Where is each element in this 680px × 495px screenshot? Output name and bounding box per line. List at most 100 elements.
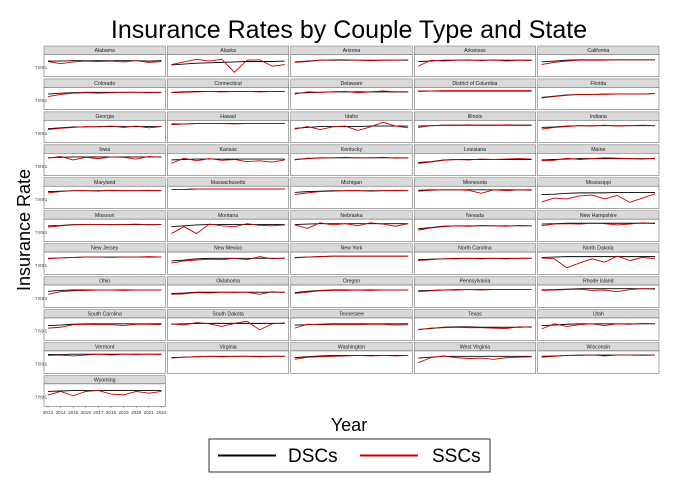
y-tick-label: 1 [45, 362, 48, 367]
strip-label-alabama: Alabama [94, 48, 115, 54]
panel-pennsylvania: Pennsylvania [413, 276, 536, 308]
panel-west-virginia: West Virginia [413, 342, 536, 374]
y-tick-label: 7 [35, 164, 38, 169]
panel-maine: Maine [537, 144, 660, 176]
x-axis-title: Year [331, 415, 367, 435]
panel-frame [413, 120, 536, 143]
series-line-sscs-nevada [418, 224, 532, 231]
series-line-sscs-rhode-island [541, 288, 656, 293]
strip-label-georgia: Georgia [95, 114, 114, 120]
panel-frame [290, 185, 413, 209]
y-tick-label: 8 [38, 362, 41, 367]
panel-idaho: Idaho [290, 111, 413, 143]
strip-label-north-carolina: North Carolina [458, 246, 492, 252]
strip-label-connecticut: Connecticut [214, 81, 242, 87]
panel-oklahoma: Oklahoma [167, 276, 290, 308]
panel-arizona: Arizona [290, 45, 413, 78]
panel-new-york: New York [290, 243, 413, 275]
y-tick-label: 8 [38, 164, 41, 169]
strip-label-massachusetts: Massachusetts [211, 180, 246, 186]
strip-label-florida: Florida [590, 81, 606, 87]
panel-nevada: Nevada [413, 210, 536, 242]
strip-label-washington: Washington [338, 345, 365, 351]
y-tick-label: 9 [41, 395, 44, 400]
series-line-dscs-north-dakota [541, 256, 655, 258]
panel-frame [413, 54, 536, 78]
y-axis-title: Insurance Rate [14, 169, 34, 291]
panel-virginia: Virginia [167, 342, 290, 374]
series-line-sscs-delaware [294, 90, 409, 95]
strip-label-hawaii: Hawaii [220, 114, 236, 120]
panel-michigan: Michigan [290, 177, 413, 209]
panel-south-carolina: South Carolina 7 8 9 1 [35, 309, 166, 341]
panel-massachusetts: Massachusetts [167, 177, 290, 209]
series-line-sscs-louisiana [418, 158, 532, 164]
series-line-sscs-georgia [47, 125, 162, 131]
series-line-sscs-arizona [294, 59, 409, 63]
y-tick-label: 1 [45, 230, 48, 235]
strip-label-kansas: Kansas [219, 147, 237, 153]
panel-illinois: Illinois [413, 111, 536, 143]
panel-new-hampshire: New Hampshire [537, 210, 660, 242]
y-tick-label: 1 [45, 395, 48, 400]
strip-label-wyoming: Wyoming [94, 378, 116, 384]
strip-label-montana: Montana [218, 213, 238, 219]
strip-label-oklahoma: Oklahoma [216, 279, 240, 285]
x-tick-label-2021: 2021 [144, 410, 155, 415]
panel-frame [413, 153, 536, 176]
y-tick-label: 1 [45, 164, 48, 169]
panel-missouri: Missouri 7 8 9 1 [35, 210, 166, 242]
x-axis-ticks: 2013 2014 2015 2016 2017 2018 2019 2020 2021 2022 [43, 406, 167, 415]
strip-label-north-dakota: North Dakota [583, 246, 614, 252]
series-line-sscs-new-mexico [171, 256, 285, 264]
y-tick-label: 1 [45, 296, 48, 301]
panel-frame [290, 284, 413, 308]
strip-label-iowa: Iowa [99, 147, 110, 153]
series-line-sscs-colorado [47, 91, 162, 98]
series-line-sscs-california [541, 59, 655, 65]
y-tick-label: 7 [35, 395, 38, 400]
strip-label-indiana: Indiana [590, 114, 607, 120]
panel-frame [413, 284, 536, 308]
panel-frame [43, 284, 166, 308]
y-tick-label: 1 [45, 98, 48, 103]
y-tick-label: 9 [41, 164, 44, 169]
panel-frame [167, 185, 290, 209]
y-tick-label: 8 [38, 65, 41, 70]
panel-frame [43, 54, 166, 78]
panel-louisiana: Louisiana [413, 144, 536, 176]
panel-frame [537, 54, 660, 78]
panel-frame [537, 317, 660, 341]
series-line-sscs-arkansas [418, 59, 532, 67]
strip-label-alaska: Alaska [220, 48, 236, 54]
y-tick-label: 9 [41, 197, 44, 202]
strip-label-texas: Texas [468, 312, 482, 318]
strip-label-illinois: Illinois [468, 114, 483, 120]
panel-district-of-columbia: District of Columbia [413, 78, 536, 110]
panel-frame [413, 87, 536, 110]
x-tick-label-2014: 2014 [55, 410, 66, 415]
panel-frame [43, 218, 166, 242]
panel-frame [413, 218, 536, 242]
strip-label-louisiana: Louisiana [464, 147, 486, 153]
strip-label-utah: Utah [593, 312, 604, 318]
series-line-sscs-oregon [294, 289, 409, 294]
panel-frame [167, 350, 290, 374]
series-line-sscs-kentucky [294, 156, 409, 161]
panel-frame [290, 251, 413, 275]
strip-label-virginia: Virginia [219, 345, 236, 351]
y-tick-label: 8 [38, 197, 41, 202]
y-tick-label: 9 [41, 296, 44, 301]
y-tick-label: 8 [38, 329, 41, 334]
strip-label-pennsylvania: Pennsylvania [459, 279, 490, 285]
x-tick-label-2018: 2018 [106, 410, 117, 415]
series-line-dscs-iowa [47, 156, 162, 159]
panel-frame [537, 153, 660, 176]
panel-frame [413, 317, 536, 341]
